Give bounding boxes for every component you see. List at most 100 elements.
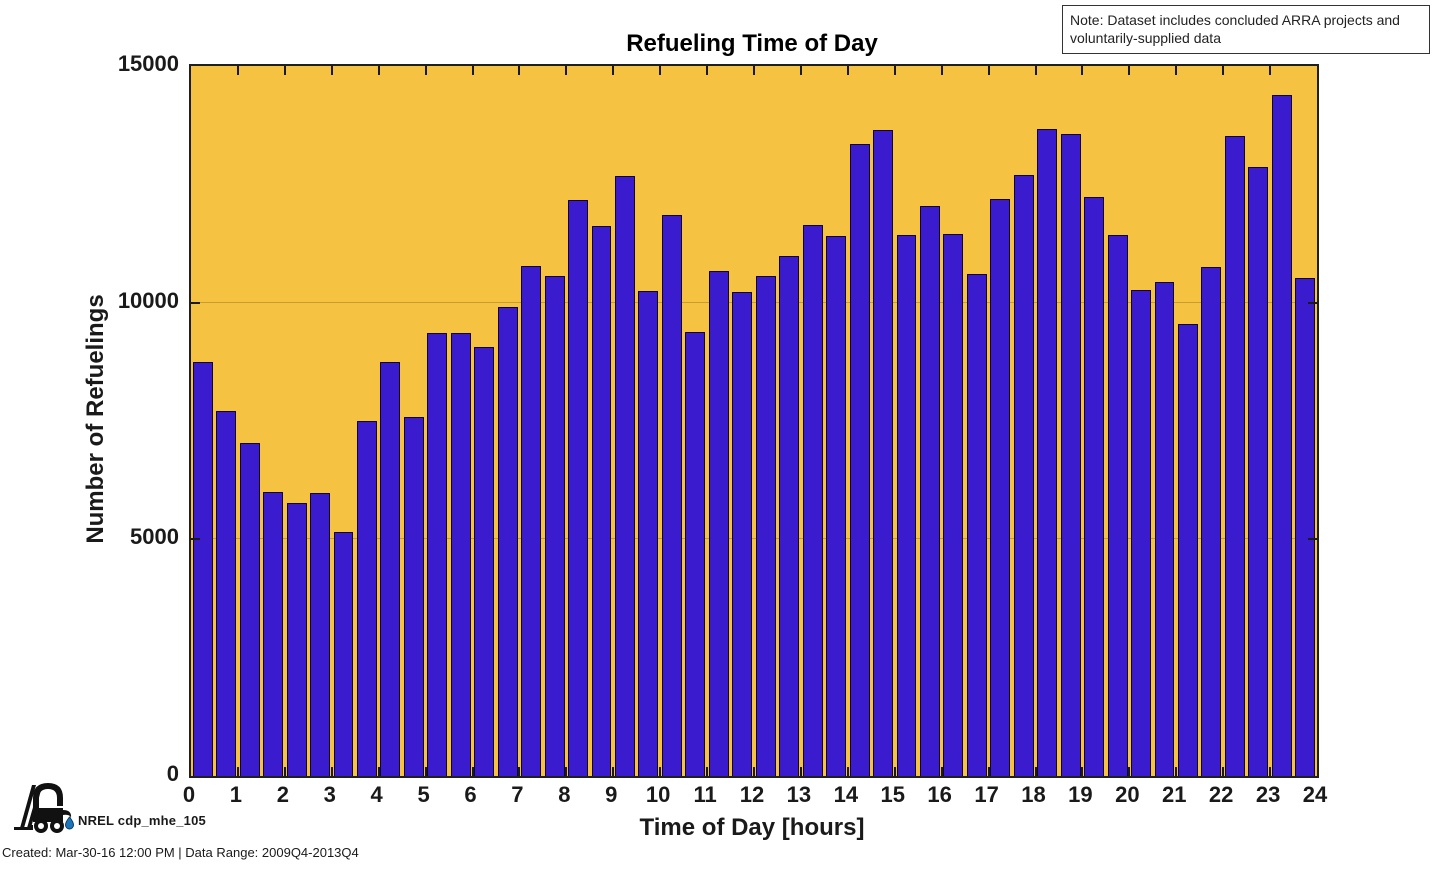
- x-tick-mark: [1128, 66, 1131, 75]
- x-tick-mark: [565, 767, 568, 776]
- bar: [450, 332, 471, 776]
- nrel-data-source-label: NREL cdp_mhe_105: [78, 813, 206, 828]
- y-tick-label: 5000: [130, 524, 179, 550]
- x-tick-mark: [659, 66, 662, 75]
- bar: [1201, 267, 1222, 776]
- x-tick-mark: [799, 66, 802, 75]
- bar: [1037, 129, 1058, 776]
- bar: [802, 224, 823, 776]
- x-tick-mark: [612, 767, 615, 776]
- x-tick-mark: [1175, 66, 1178, 75]
- x-tick-label: 4: [370, 782, 383, 807]
- bar: [1295, 277, 1316, 776]
- x-tick-mark: [893, 767, 896, 776]
- chart-title: Refueling Time of Day: [626, 30, 878, 57]
- bar: [591, 225, 612, 776]
- bar: [732, 291, 753, 776]
- x-tick-label: 22: [1208, 782, 1234, 807]
- y-tick-mark: [1308, 538, 1317, 541]
- bar: [1107, 234, 1128, 776]
- x-tick-label: 20: [1115, 782, 1140, 807]
- forklift-logo-icon: [14, 783, 75, 833]
- x-tick-mark: [518, 66, 521, 75]
- x-tick-label: 19: [1068, 782, 1093, 807]
- bar: [849, 144, 870, 776]
- x-tick-mark: [753, 66, 755, 75]
- bar: [380, 362, 401, 776]
- x-tick-label: 14: [833, 782, 859, 807]
- x-tick-mark: [940, 767, 943, 776]
- plot-area: [189, 64, 1319, 778]
- x-tick-mark: [846, 66, 849, 75]
- x-tick-label: 5: [417, 782, 430, 807]
- y-tick-label: 0: [166, 761, 179, 786]
- x-tick-label: 18: [1021, 782, 1046, 807]
- bar: [474, 346, 495, 776]
- x-tick-label: 7: [511, 782, 524, 807]
- y-gridline: [191, 301, 1317, 303]
- x-tick-mark: [893, 66, 896, 75]
- x-tick-label: 12: [739, 782, 765, 807]
- bar: [356, 421, 377, 776]
- x-tick-mark: [1034, 767, 1037, 776]
- x-tick-mark: [612, 66, 615, 75]
- x-tick-mark: [846, 767, 849, 776]
- x-tick-label: 15: [880, 782, 905, 807]
- y-tick-mark: [1308, 301, 1317, 304]
- x-tick-mark: [1081, 66, 1084, 75]
- x-tick-mark: [706, 767, 709, 776]
- y-axis-label: Number of Refuelings: [82, 294, 109, 544]
- x-tick-label: 6: [464, 782, 477, 807]
- bar: [826, 235, 847, 776]
- bar: [1060, 134, 1081, 776]
- x-tick-mark: [377, 767, 380, 776]
- x-tick-mark: [753, 767, 755, 776]
- bar: [192, 361, 213, 776]
- x-tick-mark: [659, 767, 662, 776]
- x-tick-mark: [471, 66, 474, 75]
- y-tick-label: 10000: [117, 287, 179, 313]
- bar: [403, 416, 424, 776]
- x-tick-label: 2: [276, 782, 289, 807]
- x-tick-mark: [565, 66, 568, 75]
- y-tick-mark: [191, 538, 200, 541]
- bar: [1178, 324, 1198, 776]
- y-gridline: [191, 538, 1317, 540]
- x-tick-mark: [706, 66, 709, 75]
- x-tick-mark: [987, 767, 990, 776]
- x-tick-mark: [799, 767, 802, 776]
- note-box: Note: Dataset includes concluded ARRA pr…: [1062, 5, 1430, 54]
- bar: [333, 531, 354, 776]
- x-tick-mark: [330, 66, 333, 75]
- created-daterange-text: Created: Mar-30-16 12:00 PM | Data Range…: [2, 845, 359, 860]
- x-tick-label: 24: [1302, 782, 1328, 807]
- x-tick-mark: [1269, 767, 1272, 776]
- x-tick-mark: [424, 767, 427, 776]
- x-tick-label: 13: [786, 782, 812, 807]
- bar: [427, 332, 448, 776]
- bar: [497, 306, 518, 776]
- y-tick-label: 15000: [117, 51, 179, 76]
- bar: [615, 175, 635, 776]
- x-tick-label: 0: [182, 782, 196, 807]
- bar: [779, 256, 800, 776]
- bar: [966, 274, 987, 776]
- bar: [873, 130, 893, 776]
- bar: [568, 200, 589, 776]
- x-tick-mark: [1128, 767, 1131, 776]
- bar: [1131, 290, 1152, 776]
- bar: [216, 410, 237, 776]
- x-tick-mark: [236, 767, 239, 776]
- bar: [943, 233, 964, 776]
- bar: [286, 503, 307, 776]
- x-tick-mark: [1269, 66, 1272, 75]
- bar: [310, 492, 330, 776]
- bar: [1013, 175, 1034, 776]
- x-tick-label: 10: [645, 782, 671, 807]
- bar: [685, 331, 706, 776]
- x-tick-mark: [1175, 767, 1178, 776]
- x-tick-label: 16: [927, 782, 952, 807]
- x-tick-label: 11: [693, 782, 717, 807]
- x-tick-mark: [1222, 66, 1225, 75]
- x-tick-label: 1: [229, 782, 243, 807]
